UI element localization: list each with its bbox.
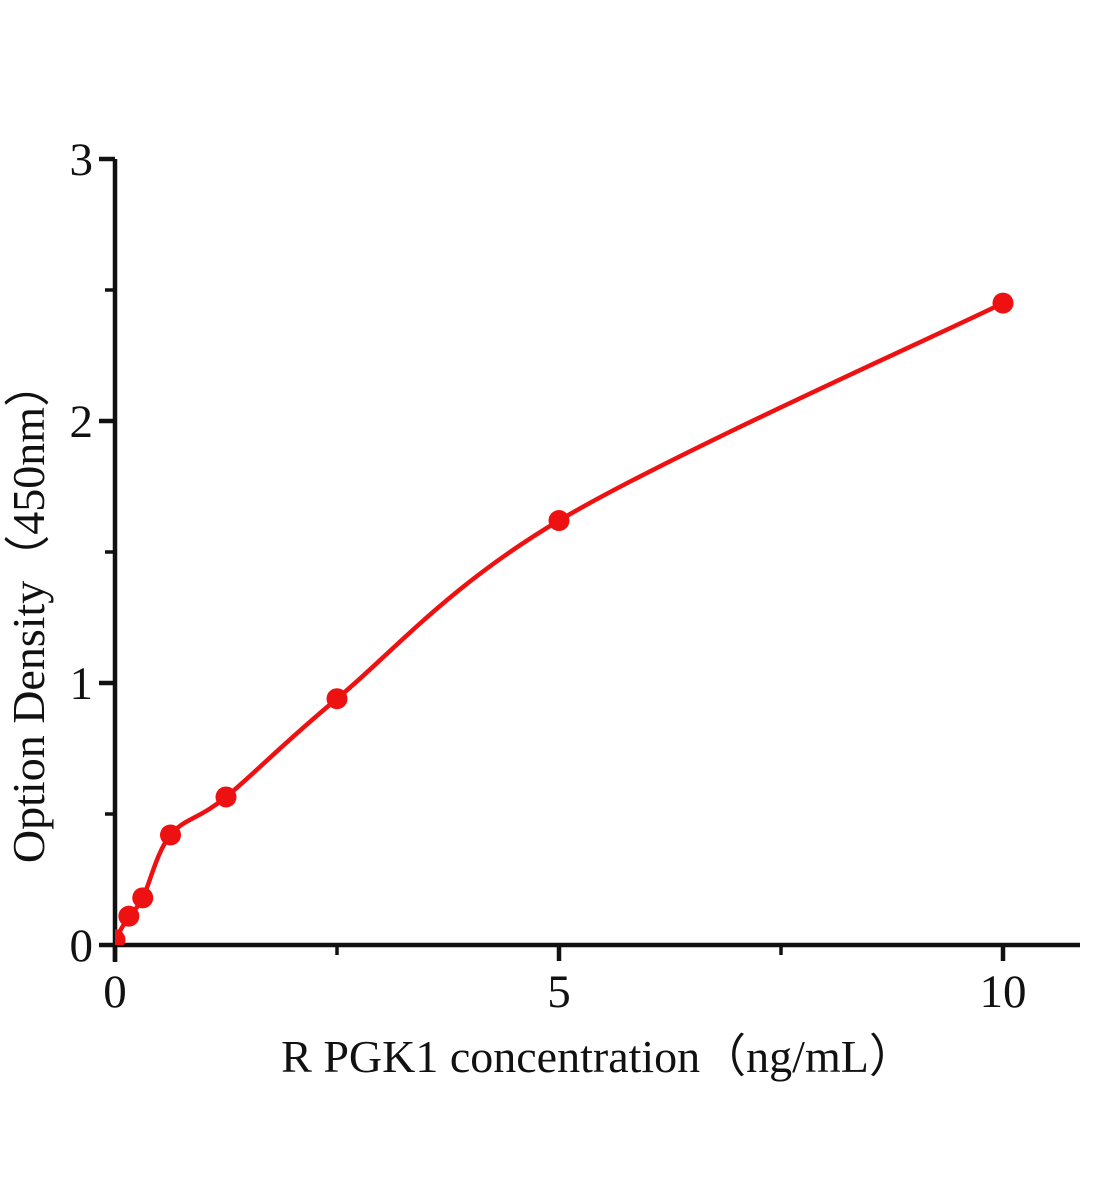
x-axis-title: R PGK1 concentration（ng/mL） [281, 1031, 915, 1082]
data-point [326, 688, 348, 710]
x-tick-label: 5 [547, 966, 571, 1018]
data-point [118, 905, 140, 927]
data-point [215, 786, 237, 808]
tick-layer [99, 156, 1006, 961]
x-tick-label: 10 [980, 966, 1027, 1018]
y-tick-label: 3 [70, 134, 94, 186]
data-point [548, 510, 570, 532]
y-tick-label: 1 [70, 658, 94, 710]
data-point [132, 887, 154, 909]
axes-layer [112, 159, 1080, 962]
y-tick-label: 0 [70, 920, 94, 972]
y-tick-label: 2 [70, 396, 94, 448]
curve-and-points-layer [115, 292, 1014, 945]
data-point [160, 824, 181, 846]
x-tick-label: 0 [103, 966, 127, 1018]
data-point [115, 929, 126, 945]
fit-curve [115, 300, 1006, 943]
tick-label-layer: 0 5 10 0 1 2 3 [70, 134, 1027, 1018]
y-axis-title: Option Density（450nm） [3, 361, 54, 863]
data-point [992, 292, 1014, 314]
